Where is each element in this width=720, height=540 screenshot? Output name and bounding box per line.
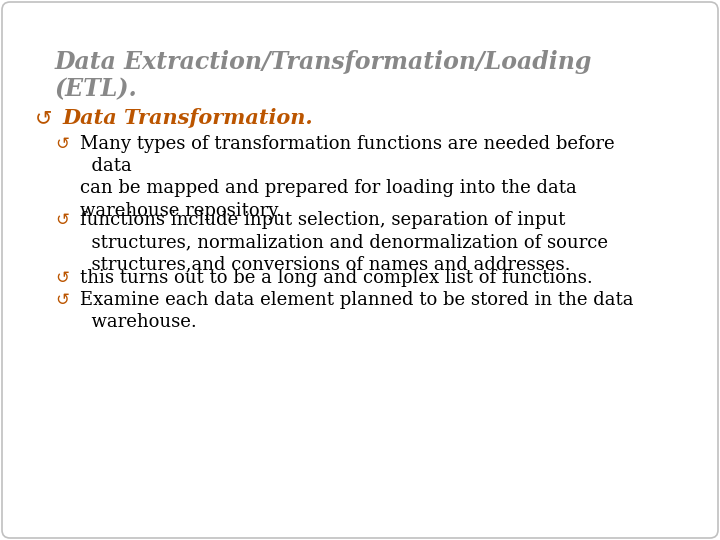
- Text: Examine each data element planned to be stored in the data
  warehouse.: Examine each data element planned to be …: [80, 291, 634, 330]
- Text: ↺: ↺: [35, 108, 53, 128]
- Text: functions include input selection, separation of input
  structures, normalizati: functions include input selection, separ…: [80, 211, 608, 273]
- Text: (ETL).: (ETL).: [55, 77, 138, 101]
- Text: ↺: ↺: [55, 268, 69, 287]
- Text: ↺: ↺: [55, 211, 69, 229]
- Text: ↺: ↺: [55, 291, 69, 308]
- Text: this turns out to be a long and complex list of functions.: this turns out to be a long and complex …: [80, 268, 593, 287]
- Text: Data Transformation.: Data Transformation.: [62, 108, 312, 128]
- Text: Many types of transformation functions are needed before
  data
can be mapped an: Many types of transformation functions a…: [80, 135, 615, 220]
- Text: ↺: ↺: [55, 135, 69, 153]
- Text: Data Extraction/Transformation/Loading: Data Extraction/Transformation/Loading: [55, 50, 593, 74]
